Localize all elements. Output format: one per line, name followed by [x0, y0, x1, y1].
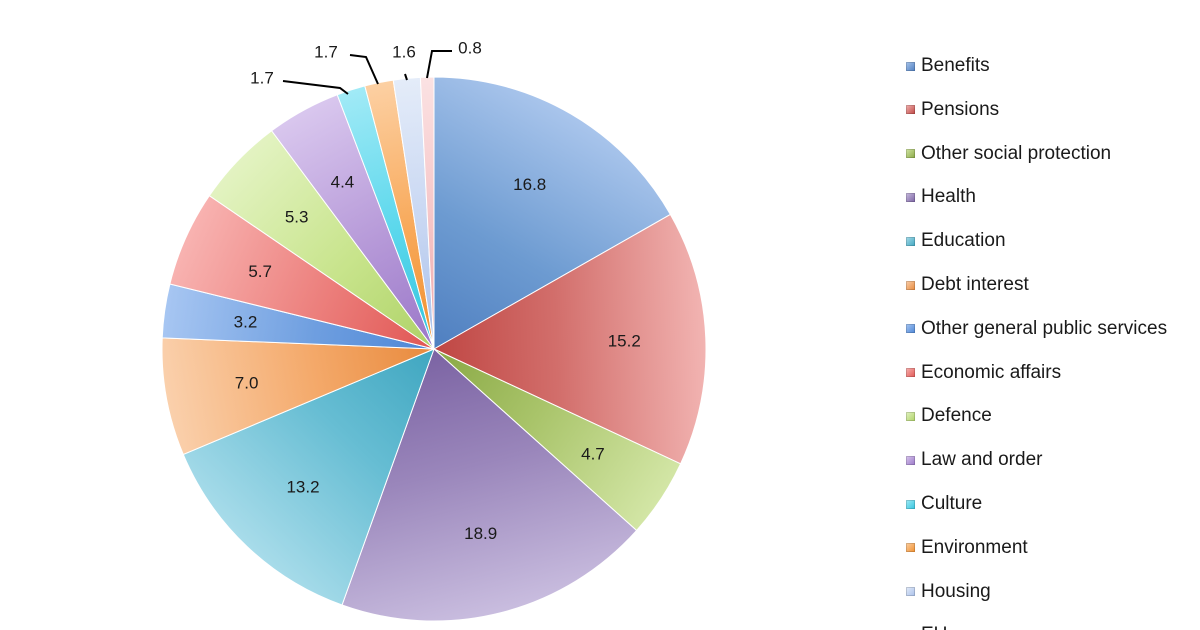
- legend-label: Other general public services: [921, 317, 1168, 339]
- legend-item-benefits: Benefits: [906, 54, 990, 78]
- data-label-health: 18.9: [464, 524, 497, 543]
- legend-swatch: [906, 324, 915, 334]
- legend-swatch: [906, 587, 915, 597]
- pie-chart-canvas: 16.8 15.2 4.7 18.9 13.2 7.0 3.2 5.7 5.3 4.4 1.7 1.7…: [161, 39, 707, 622]
- legend-label: Law and order: [921, 449, 1043, 471]
- legend-item-environment: Environment: [906, 536, 1028, 560]
- data-label-defence: 5.3: [285, 208, 309, 227]
- legend-swatch: [906, 543, 915, 553]
- legend-item-health: Health: [906, 185, 976, 209]
- data-label-pensions: 15.2: [608, 332, 641, 351]
- legend-label: EU: [921, 623, 947, 630]
- callout-line-culture: [282, 80, 349, 95]
- legend-swatch: [906, 280, 915, 290]
- data-label-benefits: 16.8: [513, 175, 546, 194]
- legend: Benefits Pensions Other social protection H…: [906, 54, 1200, 630]
- legend-item-pensions: Pensions: [906, 98, 999, 122]
- data-label-other-social-protection: 4.7: [581, 444, 605, 463]
- legend-swatch: [906, 61, 915, 71]
- data-label-eu: 0.8: [458, 39, 482, 58]
- callout-line-housing: [404, 73, 408, 81]
- data-label-education: 13.2: [286, 478, 319, 497]
- callout-line-environment: [349, 54, 379, 85]
- data-label-environment: 1.7: [314, 43, 338, 62]
- legend-label: Debt interest: [921, 274, 1029, 295]
- legend-label: Defence: [921, 405, 992, 427]
- legend-label: Health: [921, 186, 976, 208]
- legend-item-eu: EU: [906, 623, 947, 630]
- legend-item-housing: Housing: [906, 580, 991, 604]
- data-label-housing: 1.6: [392, 43, 416, 62]
- legend-label: Culture: [921, 493, 983, 514]
- data-label-debt-interest: 7.0: [235, 373, 259, 392]
- legend-swatch: [906, 455, 915, 465]
- legend-swatch: [906, 499, 915, 509]
- legend-item-other-social-protection: Other social protection: [906, 142, 1111, 166]
- callout-line-eu: [426, 50, 452, 79]
- legend-swatch: [906, 236, 915, 246]
- pie-slice-health: [341, 348, 638, 622]
- legend-swatch: [906, 411, 915, 421]
- legend-label: Housing: [921, 580, 991, 602]
- legend-item-debt-interest: Debt interest: [906, 273, 1029, 297]
- legend-label: Environment: [921, 536, 1028, 558]
- data-label-economic-affairs: 5.7: [248, 262, 272, 281]
- data-label-other-general-public-services: 3.2: [234, 313, 258, 332]
- legend-item-economic-affairs: Economic affairs: [906, 361, 1061, 385]
- legend-item-law-and-order: Law and order: [906, 448, 1042, 472]
- pie-slice-education: [182, 348, 435, 606]
- pie-slices: [161, 76, 707, 622]
- legend-label: Pensions: [921, 98, 1000, 120]
- data-label-culture: 1.7: [250, 69, 274, 88]
- legend-label: Economic affairs: [921, 361, 1062, 383]
- legend-item-education: Education: [906, 229, 1006, 253]
- data-label-law-and-order: 4.4: [331, 173, 355, 192]
- legend-item-defence: Defence: [906, 404, 992, 428]
- legend-swatch: [906, 105, 915, 115]
- pie-slice-pensions: [432, 213, 707, 465]
- legend-label: Benefits: [921, 55, 990, 76]
- pie-data-labels: 16.8 15.2 4.7 18.9 13.2 7.0 3.2 5.7 5.3 4.4 1.7 1.7…: [234, 39, 641, 544]
- legend-item-culture: Culture: [906, 492, 982, 516]
- pie-slice-debt-interest: [161, 337, 435, 456]
- pie-slice-benefits: [433, 76, 672, 350]
- legend-swatch: [906, 368, 915, 378]
- legend-item-other-general-public-services: Other general public services: [906, 317, 1167, 341]
- legend-label: Other social protection: [921, 142, 1112, 164]
- legend-swatch: [906, 149, 915, 159]
- legend-swatch: [906, 192, 915, 202]
- legend-label: Education: [921, 230, 1006, 252]
